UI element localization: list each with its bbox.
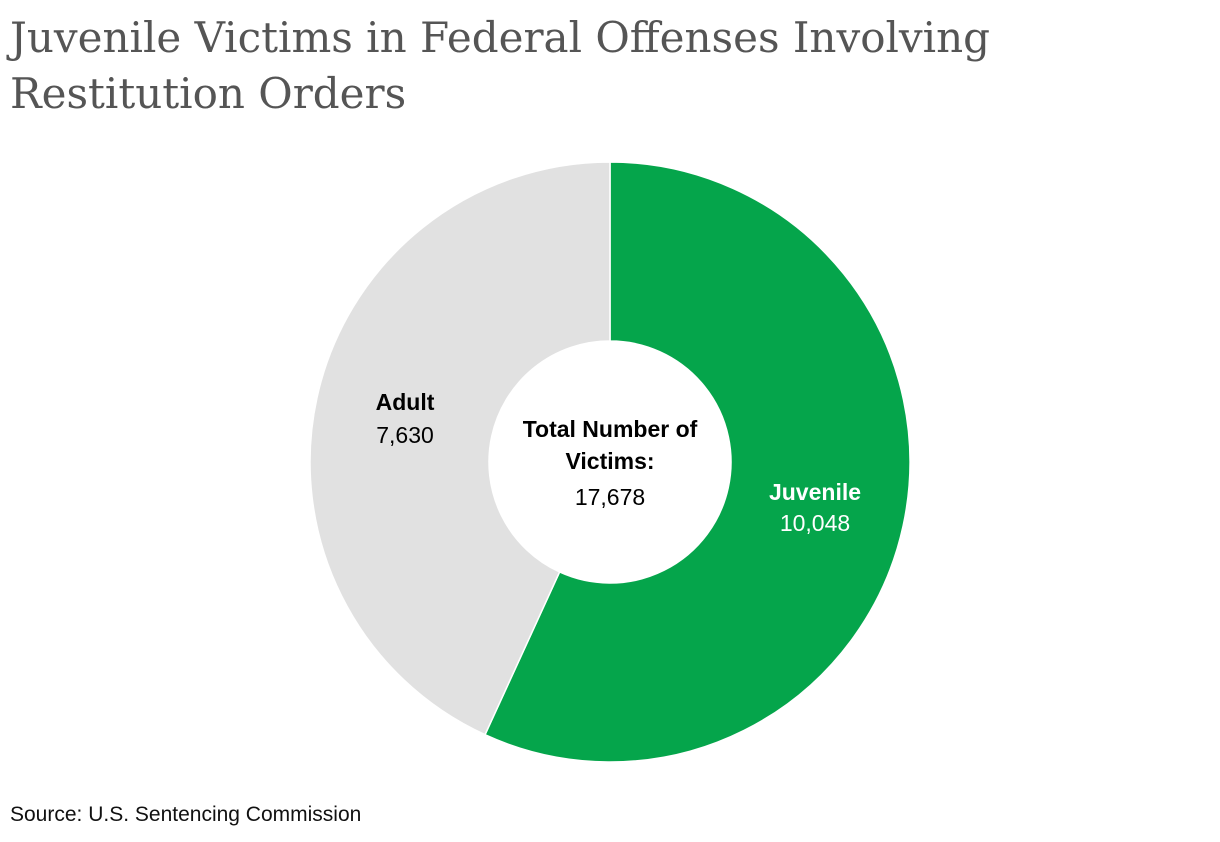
slice-adult <box>309 161 611 736</box>
slice-value-juvenile: 10,048 <box>780 510 850 536</box>
center-label-total: 17,678 <box>575 484 645 510</box>
chart-title: Juvenile Victims in Federal Offenses Inv… <box>10 13 991 118</box>
center-label-title-line1: Total Number of <box>523 416 698 442</box>
source-note: Source: U.S. Sentencing Commission <box>10 803 362 826</box>
slice-juvenile <box>484 161 911 763</box>
slice-label-adult: Adult <box>376 389 435 415</box>
slice-label-juvenile: Juvenile <box>769 479 861 505</box>
center-label-title-line2: Victims: <box>565 448 654 474</box>
slice-value-adult: 7,630 <box>376 422 434 448</box>
